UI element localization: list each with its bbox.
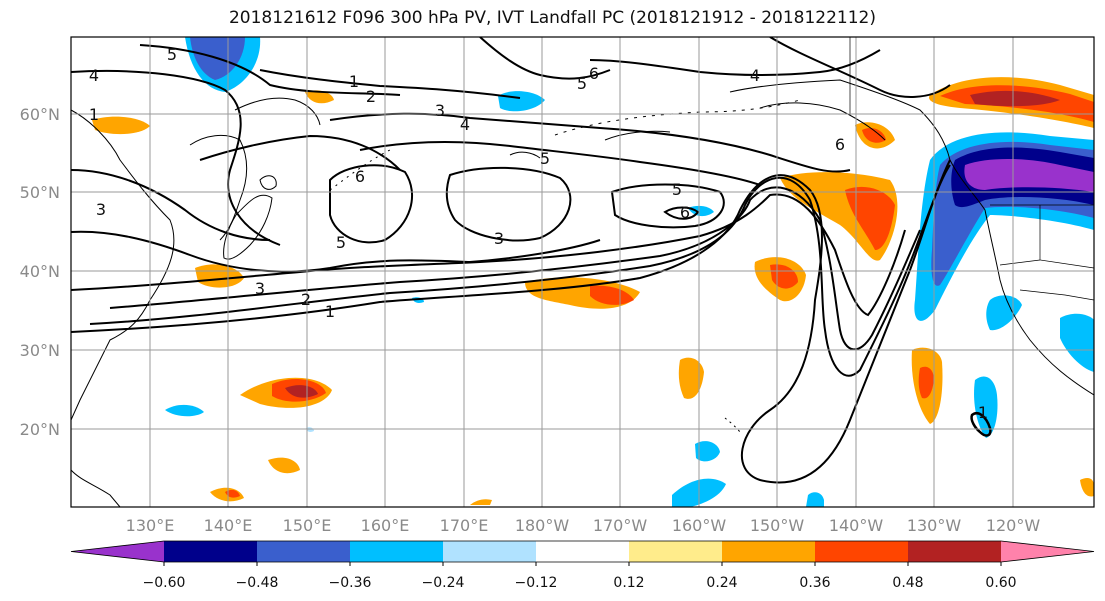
colorbar-tick-label: 0.60 bbox=[985, 575, 1016, 591]
contour-label: 1 bbox=[978, 403, 988, 422]
lon-tick-label: 140°W bbox=[829, 516, 884, 535]
colorbar-tick-label: 0.48 bbox=[892, 575, 923, 591]
colorbar-swatch bbox=[443, 541, 537, 562]
contour-labels: 5 4 1 1 2 3 4 5 5 6 4 6 3 6 5 3 5 6 3 2 … bbox=[89, 45, 988, 422]
lat-tick-label: 50°N bbox=[20, 183, 60, 202]
colorbar-swatch bbox=[1001, 541, 1094, 562]
lon-tick-label: 150°E bbox=[283, 516, 332, 535]
colorbar-swatch bbox=[164, 541, 258, 562]
colorbar: −0.60 −0.48 −0.36 −0.24 −0.12 0.12 0.24 0.36 0.4… bbox=[70, 540, 1095, 591]
contour-label: 1 bbox=[349, 72, 359, 91]
colorbar-tick-label: 0.12 bbox=[613, 575, 644, 591]
lon-tick-label: 140°E bbox=[204, 516, 253, 535]
colorbar-swatch bbox=[908, 541, 1002, 562]
colorbar-tick-label: −0.48 bbox=[236, 575, 279, 591]
lat-tick-label: 40°N bbox=[20, 262, 60, 281]
contour-label: 3 bbox=[435, 101, 445, 120]
contour-label: 5 bbox=[672, 180, 682, 199]
colorbar-tick-label: −0.36 bbox=[329, 575, 372, 591]
contour-label: 3 bbox=[255, 279, 265, 298]
lon-tick-label: 170°W bbox=[593, 516, 648, 535]
colorbar-tick-label: 0.36 bbox=[799, 575, 830, 591]
lat-tick-label: 30°N bbox=[20, 341, 60, 360]
contour-label: 3 bbox=[494, 229, 504, 248]
lat-tick-label: 20°N bbox=[20, 420, 60, 439]
colorbar-swatch bbox=[722, 541, 816, 562]
lon-tick-label: 120°W bbox=[986, 516, 1041, 535]
lat-axis: 60°N 50°N 40°N 30°N 20°N bbox=[20, 105, 60, 439]
colorbar-swatch bbox=[350, 541, 444, 562]
map-title: 2018121612 F096 300 hPa PV, IVT Landfall… bbox=[228, 8, 876, 28]
colorbar-swatch bbox=[815, 541, 909, 562]
contour-label: 6 bbox=[355, 167, 365, 186]
contour-label: 2 bbox=[366, 87, 376, 106]
colorbar-swatch bbox=[71, 541, 164, 562]
contour-label: 5 bbox=[577, 74, 587, 93]
lon-tick-label: 150°W bbox=[750, 516, 805, 535]
lat-tick-label: 60°N bbox=[20, 105, 60, 124]
contour-label: 4 bbox=[750, 66, 760, 85]
colorbar-tick-label: −0.24 bbox=[422, 575, 465, 591]
lon-tick-label: 130°W bbox=[907, 516, 962, 535]
map-frame bbox=[70, 36, 1095, 508]
lon-tick-label: 130°E bbox=[126, 516, 175, 535]
contour-label: 4 bbox=[89, 66, 99, 85]
lon-tick-label: 180°W bbox=[515, 516, 570, 535]
contour-label: 6 bbox=[835, 135, 845, 154]
lon-tick-label: 170°E bbox=[440, 516, 489, 535]
colorbar-tick-label: 0.24 bbox=[706, 575, 737, 591]
colorbar-swatch bbox=[257, 541, 351, 562]
graticule bbox=[71, 37, 1094, 507]
colorbar-tick-label: −0.60 bbox=[143, 575, 186, 591]
contour-label: 5 bbox=[540, 149, 550, 168]
lon-tick-label: 160°E bbox=[361, 516, 410, 535]
contour-label: 1 bbox=[325, 302, 335, 321]
contour-label: 5 bbox=[167, 45, 177, 64]
contour-label: 6 bbox=[680, 203, 690, 222]
pv-contours bbox=[71, 37, 992, 484]
contour-label: 4 bbox=[460, 115, 470, 134]
contour-label: 3 bbox=[96, 200, 106, 219]
lon-axis: 130°E 140°E 150°E 160°E 170°E 180°W 170°… bbox=[126, 516, 1041, 535]
colorbar-swatch bbox=[536, 541, 630, 562]
colorbar-swatch bbox=[629, 541, 723, 562]
ivt-shading bbox=[92, 37, 1094, 507]
contour-label: 5 bbox=[336, 233, 346, 252]
contour-label: 6 bbox=[589, 64, 599, 83]
contour-label: 1 bbox=[89, 105, 99, 124]
coastlines bbox=[71, 37, 1094, 507]
contour-label: 2 bbox=[301, 290, 311, 309]
lon-tick-label: 160°W bbox=[672, 516, 727, 535]
colorbar-tick-label: −0.12 bbox=[515, 575, 558, 591]
